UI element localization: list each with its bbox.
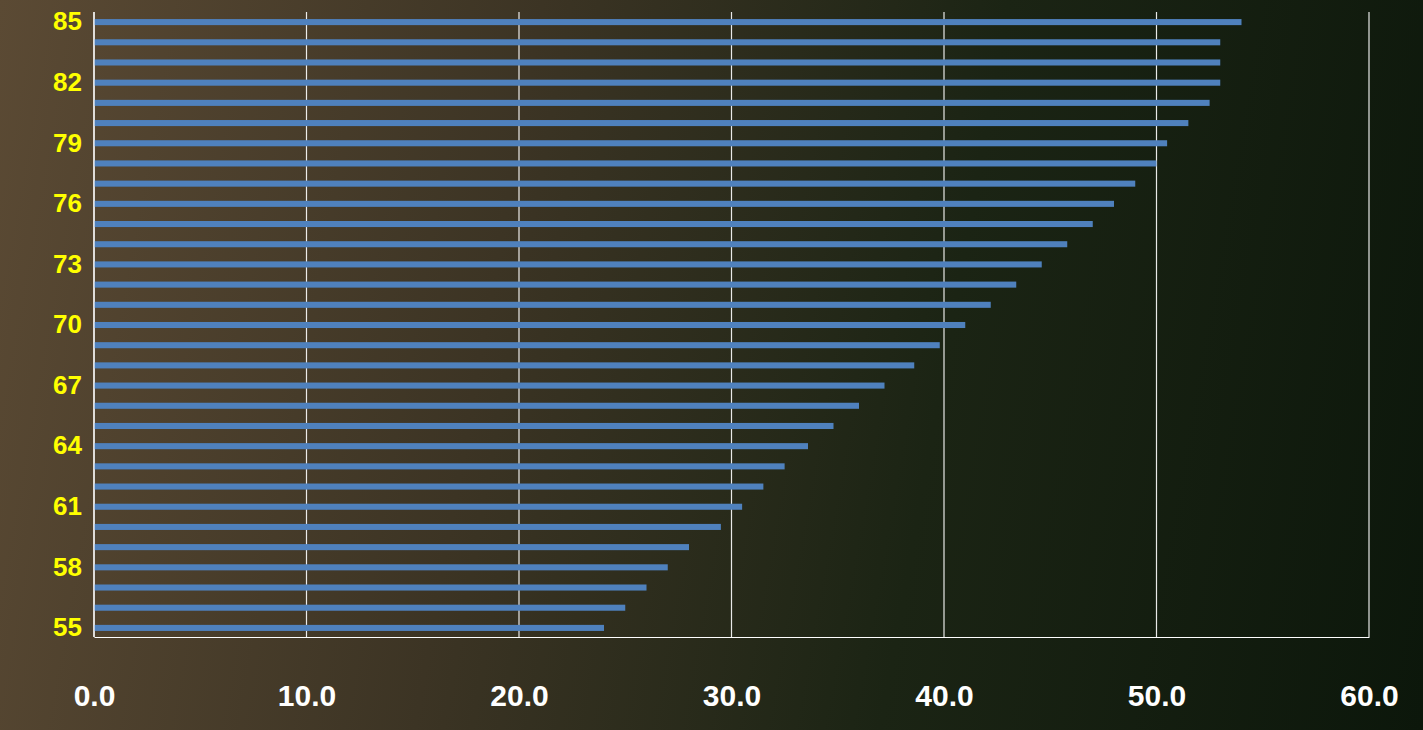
bar xyxy=(94,443,808,449)
bar xyxy=(94,423,834,429)
x-tick: 50.0 xyxy=(1128,637,1186,712)
bar xyxy=(94,201,1114,207)
y-tick: 55 xyxy=(53,612,94,642)
bar xyxy=(94,463,785,469)
x-tick: 0.0 xyxy=(74,637,116,712)
bar xyxy=(94,564,668,570)
bar xyxy=(94,322,965,328)
bar xyxy=(94,241,1067,247)
bar xyxy=(94,160,1157,166)
y-tick-label: 61 xyxy=(53,491,82,521)
grid-line xyxy=(1368,12,1369,637)
y-tick: 61 xyxy=(53,491,94,521)
grid xyxy=(94,12,1369,637)
y-tick: 73 xyxy=(53,249,94,279)
y-tick: 70 xyxy=(53,309,94,339)
x-tick-label: 60.0 xyxy=(1340,679,1398,712)
bar xyxy=(94,19,1242,25)
bar xyxy=(94,342,940,348)
y-tick-label: 58 xyxy=(53,552,82,582)
y-axis: 55 58 61 64 67 70 73 76 79 82 85 xyxy=(53,6,94,642)
y-tick-label: 70 xyxy=(53,309,82,339)
bar xyxy=(94,282,1016,288)
bar xyxy=(94,39,1220,45)
bar xyxy=(94,261,1042,267)
bar xyxy=(94,524,721,530)
y-tick: 64 xyxy=(53,430,94,460)
y-tick: 76 xyxy=(53,188,94,218)
bar xyxy=(94,140,1167,146)
y-tick-label: 85 xyxy=(53,6,82,36)
y-tick: 58 xyxy=(53,552,94,582)
y-tick-label: 73 xyxy=(53,249,82,279)
x-tick-label: 50.0 xyxy=(1128,679,1186,712)
y-tick-label: 55 xyxy=(53,612,82,642)
x-axis-line xyxy=(95,637,1370,638)
y-tick-label: 67 xyxy=(53,370,82,400)
x-tick-label: 0.0 xyxy=(74,679,116,712)
grid-line xyxy=(93,12,94,637)
bar xyxy=(94,302,991,308)
y-tick: 85 xyxy=(53,6,94,36)
bars xyxy=(94,19,1242,631)
y-tick-label: 64 xyxy=(53,430,82,460)
bar xyxy=(94,362,914,368)
bar xyxy=(94,221,1093,227)
x-tick-label: 30.0 xyxy=(703,679,761,712)
y-tick: 67 xyxy=(53,370,94,400)
bar xyxy=(94,504,742,510)
bar xyxy=(94,403,859,409)
x-tick-label: 40.0 xyxy=(915,679,973,712)
bar xyxy=(94,484,763,490)
bar xyxy=(94,59,1220,65)
bar xyxy=(94,181,1135,187)
bar xyxy=(94,625,604,631)
y-tick-label: 82 xyxy=(53,67,82,97)
x-tick-label: 10.0 xyxy=(278,679,336,712)
bar xyxy=(94,584,647,590)
y-axis-line xyxy=(93,12,94,637)
x-axis: 0.0 10.0 20.0 30.0 40.0 50.0 60.0 xyxy=(74,637,1399,712)
x-tick: 30.0 xyxy=(703,637,761,712)
y-tick: 82 xyxy=(53,67,94,97)
bar xyxy=(94,120,1188,126)
x-tick: 20.0 xyxy=(490,637,548,712)
chart: 0.0 10.0 20.0 30.0 40.0 50.0 60.0 55 58 61 64 67 70 7… xyxy=(0,0,1423,730)
x-tick-label: 20.0 xyxy=(490,679,548,712)
bar xyxy=(94,605,625,611)
y-tick-label: 76 xyxy=(53,188,82,218)
y-tick: 79 xyxy=(53,128,94,158)
y-tick-label: 79 xyxy=(53,128,82,158)
bar xyxy=(94,80,1220,86)
x-tick: 10.0 xyxy=(278,637,336,712)
bar xyxy=(94,544,689,550)
x-tick: 60.0 xyxy=(1340,637,1398,712)
bar xyxy=(94,383,885,389)
x-tick: 40.0 xyxy=(915,637,973,712)
bar xyxy=(94,100,1210,106)
